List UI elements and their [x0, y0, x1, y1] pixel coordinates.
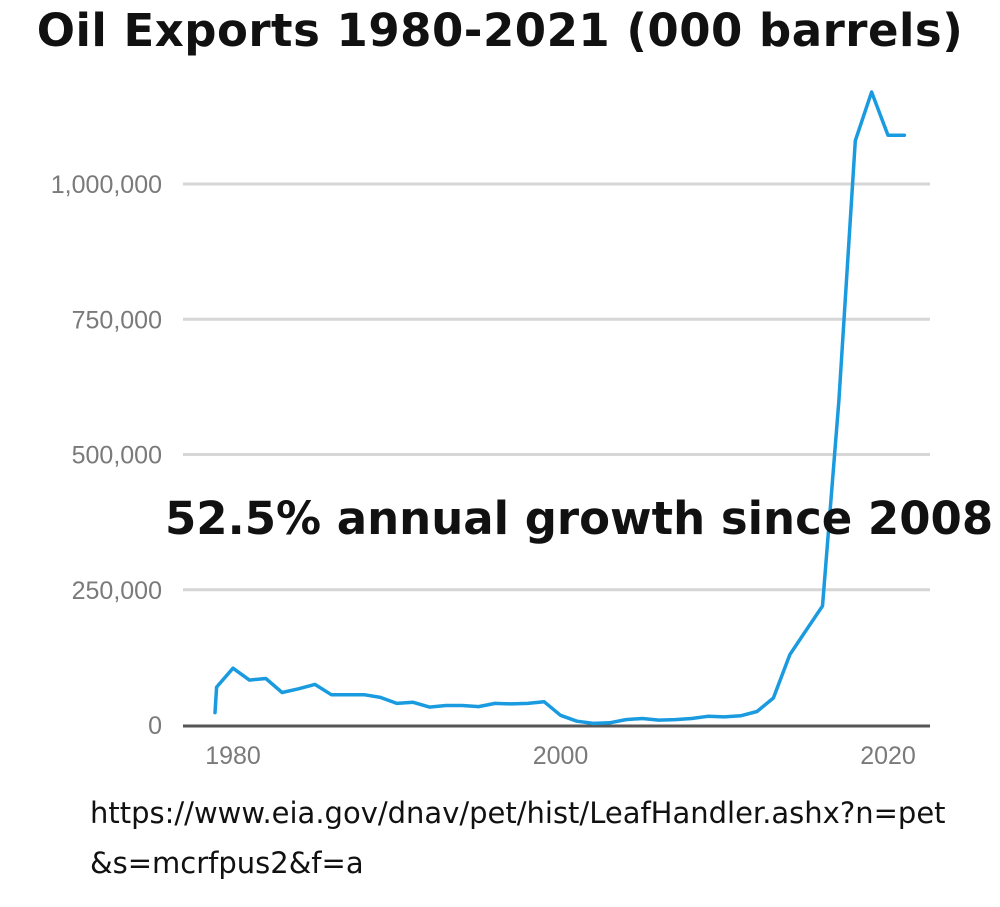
- source-url: https://www.eia.gov/dnav/pet/hist/LeafHa…: [90, 796, 946, 880]
- y-tick-label: 500,000: [72, 442, 162, 470]
- growth-annotation: 52.5% annual growth since 2008: [165, 492, 994, 545]
- y-tick-label: 1,000,000: [51, 171, 162, 199]
- series-line: [213, 90, 907, 726]
- x-tick-label: 2020: [860, 742, 916, 770]
- gridlines: [183, 182, 930, 592]
- y-tick-label: 750,000: [72, 306, 162, 334]
- y-axis-ticks: 0 250,000 500,000 750,000 1,000,000: [51, 171, 162, 740]
- chart-title: Oil Exports 1980-2021 (000 barrels): [36, 4, 964, 57]
- x-axis-ticks: 1980 2000 2020: [205, 742, 916, 770]
- y-tick-label: 250,000: [72, 577, 162, 605]
- y-tick-label: 0: [148, 712, 162, 740]
- x-tick-label: 2000: [533, 742, 589, 770]
- x-tick-label: 1980: [205, 742, 261, 770]
